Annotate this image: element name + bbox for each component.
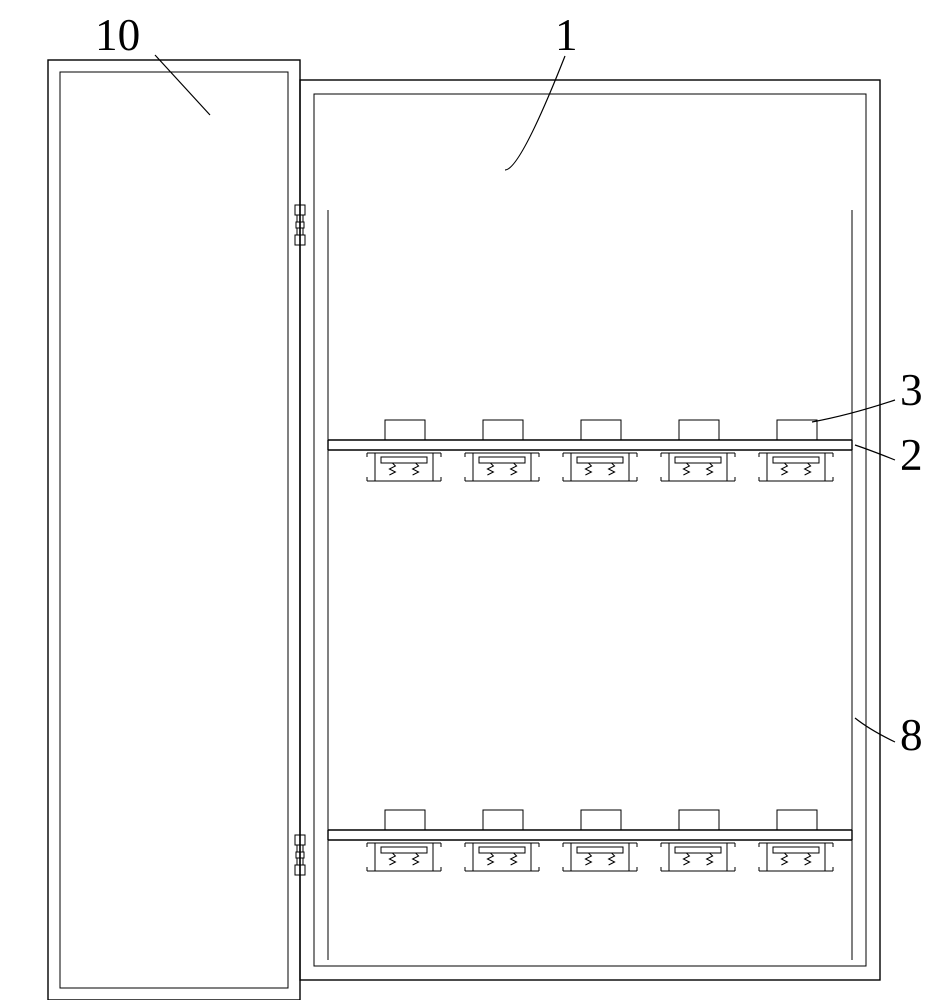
leader-line [855,718,895,742]
callout-label: 3 [900,365,923,415]
spring-mount [465,453,539,481]
callout-label: 2 [900,430,923,480]
spring-mount [759,453,833,481]
spring-mount [563,843,637,871]
callout-label: 10 [95,10,140,60]
callout-label: 1 [555,10,578,60]
spring-mount [465,843,539,871]
diagram-canvas: 10 1 3 2 8 [0,0,938,1000]
spring-mount [661,843,735,871]
spring-mount [661,453,735,481]
callout-10: 10 [95,10,210,115]
callout-label: 8 [900,710,923,760]
spring-mount [563,453,637,481]
callout-2: 2 [855,430,923,480]
leader-line [855,445,895,460]
spring-mount [367,453,441,481]
leader-line [505,56,565,170]
callout-3: 3 [812,365,923,422]
callout-1: 1 [505,10,578,170]
shelf [328,420,852,481]
shelf [328,810,852,871]
leader-line [155,55,210,115]
spring-mount [367,843,441,871]
spring-mount [759,843,833,871]
door-panel [48,60,300,1000]
leader-line [812,400,895,422]
callout-8: 8 [855,710,923,760]
cabinet-body [300,80,880,980]
